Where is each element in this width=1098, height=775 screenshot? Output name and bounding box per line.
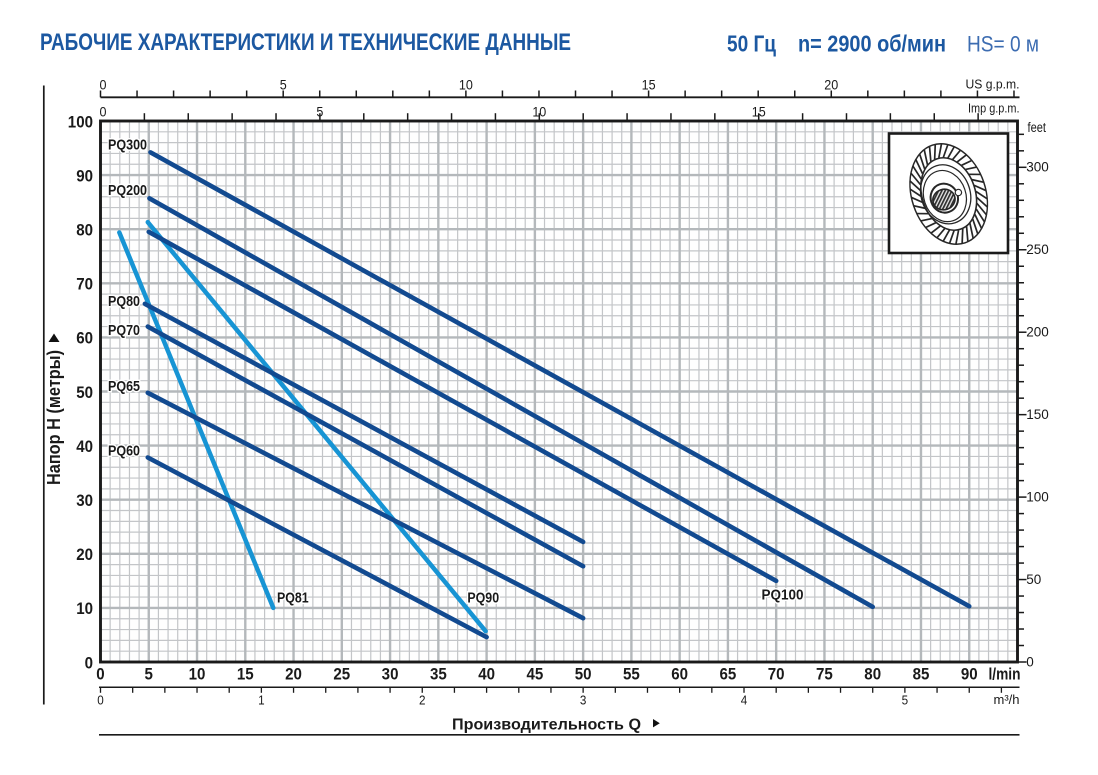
svg-text:100: 100 — [1026, 489, 1049, 504]
svg-text:5: 5 — [902, 692, 909, 707]
svg-text:50: 50 — [76, 383, 93, 402]
svg-text:90: 90 — [961, 665, 978, 684]
svg-text:30: 30 — [76, 491, 93, 510]
svg-text:200: 200 — [1026, 325, 1049, 340]
svg-text:40: 40 — [478, 665, 495, 684]
svg-text:Напор H (метры): Напор H (метры) — [44, 350, 64, 485]
svg-text:US g.p.m.: US g.p.m. — [966, 78, 1020, 92]
svg-text:15: 15 — [237, 665, 254, 684]
svg-text:10: 10 — [532, 104, 546, 119]
svg-text:5: 5 — [316, 104, 323, 119]
svg-text:25: 25 — [333, 665, 350, 684]
svg-text:PQ100: PQ100 — [762, 587, 804, 604]
svg-text:250: 250 — [1026, 242, 1049, 257]
svg-text:PQ200: PQ200 — [108, 182, 147, 199]
svg-text:60: 60 — [76, 329, 93, 348]
svg-text:PQ81: PQ81 — [277, 590, 309, 607]
svg-text:0: 0 — [96, 665, 104, 684]
svg-text:PQ60: PQ60 — [108, 443, 140, 460]
svg-text:10: 10 — [459, 77, 473, 92]
svg-text:85: 85 — [913, 665, 930, 684]
svg-text:70: 70 — [76, 275, 93, 294]
svg-text:15: 15 — [752, 104, 766, 119]
svg-text:50: 50 — [1026, 572, 1041, 587]
svg-text:65: 65 — [720, 665, 737, 684]
svg-text:HS= 0 м: HS= 0 м — [967, 32, 1039, 57]
svg-text:0: 0 — [1026, 654, 1034, 669]
svg-text:3: 3 — [580, 692, 587, 707]
svg-text:40: 40 — [76, 437, 93, 456]
svg-text:70: 70 — [768, 665, 785, 684]
svg-text:n= 2900 об/мин: n= 2900 об/мин — [798, 31, 946, 57]
svg-text:2: 2 — [419, 692, 426, 707]
svg-text:15: 15 — [642, 77, 656, 92]
svg-text:РАБОЧИЕ ХАРАКТЕРИСТИКИ И ТЕХНИ: РАБОЧИЕ ХАРАКТЕРИСТИКИ И ТЕХНИЧЕСКИЕ ДАН… — [40, 29, 571, 56]
svg-text:80: 80 — [76, 221, 93, 240]
svg-text:PQ90: PQ90 — [467, 590, 499, 607]
svg-text:PQ300: PQ300 — [108, 137, 147, 154]
svg-text:PQ70: PQ70 — [108, 322, 140, 339]
svg-text:4: 4 — [741, 692, 748, 707]
svg-text:55: 55 — [623, 665, 640, 684]
svg-text:35: 35 — [430, 665, 447, 684]
svg-text:1: 1 — [258, 692, 265, 707]
svg-text:60: 60 — [671, 665, 688, 684]
svg-text:0: 0 — [85, 653, 93, 672]
svg-text:PQ65: PQ65 — [108, 378, 140, 395]
svg-text:150: 150 — [1026, 407, 1049, 422]
svg-text:0: 0 — [100, 104, 107, 119]
svg-text:100: 100 — [68, 112, 93, 131]
svg-text:20: 20 — [76, 545, 93, 564]
svg-text:10: 10 — [76, 599, 93, 618]
svg-text:80: 80 — [864, 665, 881, 684]
svg-text:75: 75 — [816, 665, 833, 684]
svg-text:50 Гц: 50 Гц — [727, 31, 776, 57]
svg-text:5: 5 — [280, 77, 287, 92]
svg-text:Imp g.p.m.: Imp g.p.m. — [968, 101, 1020, 115]
svg-text:10: 10 — [189, 665, 206, 684]
svg-text:m³/h: m³/h — [994, 692, 1020, 707]
svg-text:0: 0 — [97, 692, 104, 707]
svg-text:30: 30 — [382, 665, 399, 684]
svg-text:feet: feet — [1028, 120, 1047, 135]
svg-text:PQ80: PQ80 — [108, 293, 140, 310]
svg-text:5: 5 — [145, 665, 153, 684]
svg-text:Производительность Q: Производительность Q — [452, 716, 641, 733]
svg-text:l/min: l/min — [989, 665, 1021, 684]
svg-text:0: 0 — [100, 77, 107, 92]
svg-text:20: 20 — [824, 77, 838, 92]
svg-text:50: 50 — [575, 665, 592, 684]
svg-text:45: 45 — [526, 665, 543, 684]
svg-text:90: 90 — [76, 166, 93, 185]
svg-text:20: 20 — [285, 665, 302, 684]
svg-text:300: 300 — [1026, 160, 1049, 175]
